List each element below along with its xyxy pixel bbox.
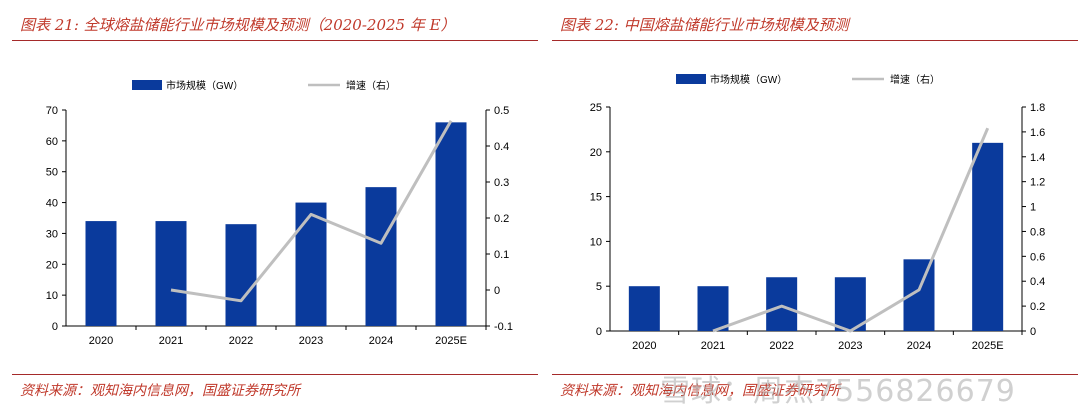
y-tick-label-left: 20 <box>590 147 602 159</box>
y-tick-label-left: 0 <box>52 321 58 333</box>
legend-swatch-bar <box>676 74 706 84</box>
source-divider <box>552 374 1078 375</box>
legend-swatch-bar <box>132 80 162 90</box>
figure-title: 图表 21: 全球熔盐储能行业市场规模及预测（2020-2025 年 E） <box>20 16 456 34</box>
y-tick-label-left: 30 <box>46 228 58 240</box>
bar <box>834 277 866 331</box>
bar <box>155 221 187 326</box>
y-tick-label-left: 15 <box>590 192 602 204</box>
bar <box>225 224 257 326</box>
y-tick-label-left: 10 <box>590 236 602 248</box>
y-tick-label-left: 40 <box>46 198 58 210</box>
y-tick-label-left: 50 <box>46 167 58 179</box>
y-tick-label-left: 60 <box>46 136 58 148</box>
x-tick-label: 2021 <box>701 340 725 352</box>
y-tick-label-left: 25 <box>590 102 602 114</box>
legend-label-line: 增速（右） <box>346 79 396 92</box>
title-divider <box>552 40 1078 41</box>
x-tick-label: 2025E <box>435 335 467 347</box>
bar <box>85 221 117 326</box>
x-tick-label: 2024 <box>907 340 931 352</box>
source-note: 资料来源：观知海内信息网，国盛证券研究所 <box>560 383 840 399</box>
x-tick-label: 2023 <box>838 340 862 352</box>
y-tick-label-left: 10 <box>46 290 58 302</box>
y-tick-label-right: 0.4 <box>1030 276 1045 288</box>
legend-label-line: 增速（右） <box>890 73 940 86</box>
title-divider <box>12 40 538 41</box>
y-tick-label-left: 70 <box>46 105 58 117</box>
figure-title: 图表 22: 中国熔盐储能行业市场规模及预测 <box>560 16 849 34</box>
y-tick-label-right: 1.6 <box>1030 127 1045 139</box>
source-note: 资料来源：观知海内信息网，国盛证券研究所 <box>20 383 300 399</box>
chart-panel-china: 图表 22: 中国熔盐储能行业市场规模及预测 市场规模（GW） 增速（右） 0 5 10… <box>548 0 1078 417</box>
y-tick-label-right: 1.4 <box>1030 152 1045 164</box>
x-tick-label: 2025E <box>972 340 1004 352</box>
y-tick-label-right: 1 <box>1030 202 1036 214</box>
x-tick-label: 2022 <box>769 340 793 352</box>
series-line-growth <box>712 127 990 333</box>
bar <box>435 122 467 326</box>
watermark: 雪球：周杰7556826679 <box>660 374 1016 409</box>
bar <box>365 187 397 326</box>
y-tick-label-left: 20 <box>46 259 58 271</box>
y-tick-label-right: 0.2 <box>494 213 509 225</box>
x-tick-label: 2024 <box>369 335 393 347</box>
y-tick-label-left: 0 <box>596 326 602 338</box>
y-tick-label-left: 5 <box>596 281 602 293</box>
y-tick-label-right: 0.2 <box>1030 301 1045 313</box>
x-tick-label: 2020 <box>89 335 113 347</box>
bar <box>972 142 1004 331</box>
source-divider <box>12 374 538 375</box>
y-tick-label-right: 0.8 <box>1030 226 1045 238</box>
series-line-growth <box>170 120 453 303</box>
y-tick-label-right: 0.6 <box>1030 251 1045 263</box>
bar <box>295 202 327 326</box>
chart-china-market: 市场规模（GW） 增速（右） 0 5 10 15 20 25 0 0.2 0.4 0.6 0.8 1 1.2… <box>590 73 1046 352</box>
y-tick-label-right: 0 <box>1030 326 1036 338</box>
y-tick-label-right: 1.2 <box>1030 177 1045 189</box>
legend-label-bar: 市场规模（GW） <box>166 79 243 92</box>
y-tick-label-right: 0.1 <box>494 249 509 261</box>
x-tick-label: 2022 <box>229 335 253 347</box>
y-tick-label-right: 0.4 <box>494 141 509 153</box>
bar <box>766 277 798 331</box>
y-tick-label-right: 0 <box>494 285 500 297</box>
y-tick-label-right: 0.3 <box>494 177 509 189</box>
y-tick-label-right: -0.1 <box>494 321 513 333</box>
bar <box>697 286 729 331</box>
x-tick-label: 2020 <box>632 340 656 352</box>
bar <box>628 286 660 331</box>
x-tick-label: 2023 <box>299 335 323 347</box>
y-tick-label-right: 1.8 <box>1030 102 1045 114</box>
chart-global-market: 市场规模（GW） 增速（右） 0 10 20 30 40 50 60 70 -0.1 0 0.1 0.2 0… <box>46 79 513 347</box>
x-tick-label: 2021 <box>159 335 183 347</box>
chart-panel-global: 图表 21: 全球熔盐储能行业市场规模及预测（2020-2025 年 E） 市场… <box>8 0 538 417</box>
y-tick-label-right: 0.5 <box>494 105 509 117</box>
legend-label-bar: 市场规模（GW） <box>710 73 787 86</box>
